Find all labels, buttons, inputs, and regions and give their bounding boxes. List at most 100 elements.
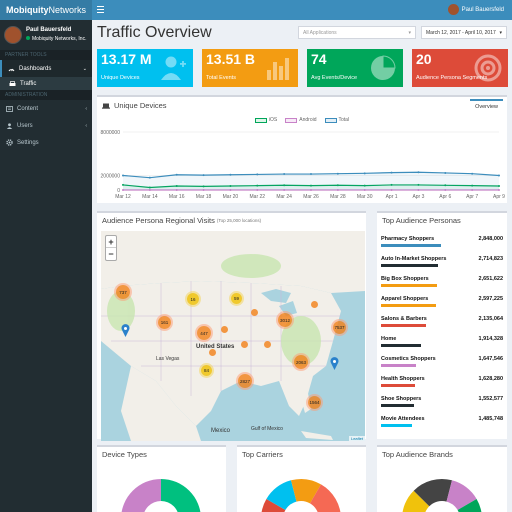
data-point-android[interactable] (471, 189, 474, 191)
sidebar-item-users[interactable]: Users ‹ (0, 117, 92, 134)
data-point-ios[interactable] (471, 184, 474, 187)
map-marker-icon[interactable] (121, 324, 130, 337)
map-cluster[interactable]: 1564 (308, 396, 321, 409)
data-point-android[interactable] (175, 189, 178, 191)
data-point-android[interactable] (336, 189, 339, 191)
data-point-total[interactable] (202, 174, 205, 177)
map-cluster[interactable] (241, 341, 248, 348)
data-point-ios[interactable] (122, 183, 124, 186)
data-point-android[interactable] (202, 189, 205, 191)
data-point-ios[interactable] (390, 183, 393, 186)
map-cluster[interactable] (311, 301, 318, 308)
donut-segment[interactable] (446, 480, 477, 510)
data-point-ios[interactable] (417, 183, 420, 186)
data-point-android[interactable] (148, 189, 151, 191)
map-cluster[interactable] (221, 326, 228, 333)
data-point-android[interactable] (256, 189, 259, 191)
persona-row[interactable]: Home 1,914,328 (381, 335, 503, 355)
map-cluster[interactable]: 161 (158, 316, 171, 329)
map-cluster[interactable] (264, 341, 271, 348)
data-point-android[interactable] (310, 189, 312, 191)
user-menu[interactable]: Paul Bauersfeld (447, 4, 504, 15)
map-cluster[interactable]: 447 (197, 326, 211, 340)
map-marker-icon[interactable] (330, 357, 339, 370)
map-cluster[interactable] (209, 349, 216, 356)
map-cluster[interactable]: 59 (231, 293, 242, 304)
persona-row[interactable]: Health Shoppers 1,628,280 (381, 375, 503, 395)
tab-overview[interactable]: Overview (470, 99, 503, 113)
data-point-total[interactable] (310, 173, 312, 176)
sidebar-item-dashboards[interactable]: Dashboards ⌄ (0, 60, 92, 77)
persona-row[interactable]: Auto In-Market Shoppers 2,714,823 (381, 255, 503, 275)
data-point-total[interactable] (122, 174, 124, 177)
data-point-android[interactable] (363, 189, 366, 191)
legend-item-android[interactable]: Android (285, 117, 317, 123)
map-cluster[interactable]: 84 (201, 365, 212, 376)
data-point-ios[interactable] (229, 185, 232, 188)
data-point-ios[interactable] (175, 185, 178, 188)
sidebar-item-settings[interactable]: Settings (0, 134, 92, 151)
persona-row[interactable]: Big Box Shoppers 2,651,622 (381, 275, 503, 295)
donut-segment[interactable] (402, 490, 430, 512)
regional-visits-map[interactable]: + − United States Las Vegas Mexico Gulf … (101, 231, 365, 441)
data-point-ios[interactable] (310, 184, 312, 187)
zoom-out-button[interactable]: − (108, 249, 114, 259)
data-point-android[interactable] (390, 189, 393, 191)
donut-segment[interactable] (413, 479, 452, 507)
data-point-ios[interactable] (148, 186, 151, 189)
data-point-total[interactable] (390, 171, 393, 174)
data-point-ios[interactable] (202, 185, 205, 188)
brand-logo[interactable]: Mobiquity Networks (0, 0, 92, 20)
data-point-total[interactable] (417, 171, 420, 174)
donut-segment[interactable] (261, 499, 286, 512)
donut-segment[interactable] (310, 484, 341, 512)
data-point-android[interactable] (122, 189, 124, 191)
data-point-total[interactable] (283, 173, 286, 176)
data-point-total[interactable] (148, 176, 151, 179)
data-point-ios[interactable] (336, 184, 339, 187)
data-point-total[interactable] (175, 173, 178, 176)
data-point-total[interactable] (256, 173, 259, 176)
donut-segment[interactable] (266, 480, 297, 510)
map-attribution[interactable]: Leaflet (348, 436, 365, 441)
data-point-total[interactable] (336, 172, 339, 175)
map-cluster[interactable]: 2827 (238, 374, 252, 388)
data-point-android[interactable] (444, 189, 447, 191)
data-point-total[interactable] (363, 172, 366, 175)
map-cluster[interactable]: 3012 (278, 313, 292, 327)
donut-segment-ios[interactable] (161, 479, 201, 512)
data-point-android[interactable] (229, 189, 232, 191)
data-point-android[interactable] (498, 189, 500, 191)
persona-row[interactable]: Pharmacy Shoppers 2,848,000 (381, 235, 503, 255)
persona-row[interactable]: Movie Attendees 1,485,748 (381, 415, 503, 435)
sidebar-item-traffic[interactable]: Traffic (0, 77, 92, 90)
data-point-ios[interactable] (363, 184, 366, 187)
data-point-total[interactable] (471, 172, 474, 175)
persona-row[interactable]: Cosmetics Shoppers 1,647,546 (381, 355, 503, 375)
map-cluster[interactable]: 16 (187, 293, 199, 305)
data-point-ios[interactable] (498, 185, 500, 188)
data-point-ios[interactable] (256, 184, 259, 187)
map-cluster[interactable]: 737 (116, 285, 130, 299)
data-point-ios[interactable] (283, 184, 286, 187)
zoom-in-button[interactable]: + (106, 236, 116, 248)
data-point-android[interactable] (283, 189, 286, 191)
data-point-total[interactable] (444, 171, 447, 174)
legend-item-total[interactable]: Total (324, 117, 349, 123)
donut-segment[interactable] (291, 479, 321, 504)
date-range-picker[interactable]: March 12, 2017 - April 10, 2017 ▾ (421, 26, 507, 39)
donut-segment-android[interactable] (121, 479, 161, 512)
sidebar-item-content[interactable]: Content ‹ (0, 100, 92, 117)
map-cluster[interactable]: 2063 (294, 355, 308, 369)
map-cluster[interactable] (251, 309, 258, 316)
data-point-ios[interactable] (444, 184, 447, 187)
legend-item-ios[interactable]: iOS (254, 117, 277, 123)
persona-row[interactable]: Salons & Barbers 2,135,064 (381, 315, 503, 335)
menu-toggle-icon[interactable] (97, 6, 104, 13)
data-point-total[interactable] (498, 174, 500, 177)
data-point-android[interactable] (417, 189, 420, 191)
application-select[interactable]: All Applications ▾ (298, 26, 416, 39)
donut-segment[interactable] (457, 499, 482, 512)
data-point-total[interactable] (229, 173, 232, 176)
persona-row[interactable]: Shoe Shoppers 1,552,577 (381, 395, 503, 415)
